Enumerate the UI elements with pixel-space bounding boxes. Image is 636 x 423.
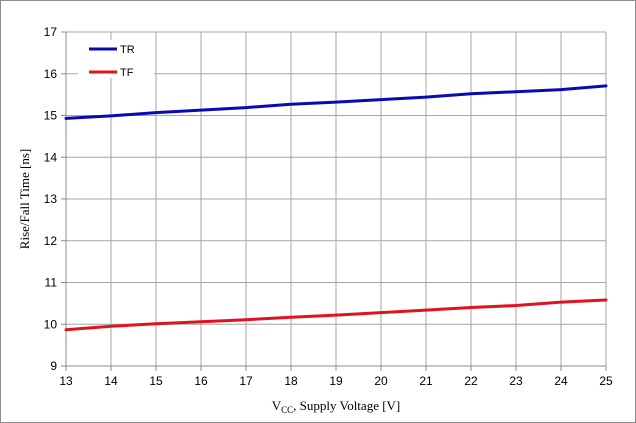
x-tick-label: 24	[554, 374, 568, 388]
x-tick-label: 15	[149, 374, 163, 388]
y-tick-label: 15	[44, 109, 58, 123]
x-tick-label: 23	[509, 374, 523, 388]
y-tick-label: 14	[44, 150, 58, 164]
y-axis-title: Rise/Fall Time [ns]	[17, 149, 32, 249]
legend-label-tf: TF	[120, 67, 134, 79]
x-tick-label: 14	[104, 374, 118, 388]
x-axis-title-subscript: CC	[281, 405, 293, 415]
series-line-tr	[64, 84, 608, 120]
grid-lines	[65, 31, 607, 367]
x-tick-label: 17	[239, 374, 253, 388]
axes	[61, 31, 607, 371]
x-tick-label: 20	[374, 374, 388, 388]
x-axis-title-main: V	[272, 398, 282, 413]
y-tick-label: 16	[44, 67, 58, 81]
x-tick-label: 25	[599, 374, 613, 388]
x-tick-label: 19	[329, 374, 343, 388]
x-axis-title-rest: , Supply Voltage [V]	[293, 398, 400, 413]
legend: TR TF	[78, 40, 154, 79]
series-line-tf	[64, 298, 608, 332]
y-tick-label: 13	[44, 192, 58, 206]
y-tick-label: 17	[44, 25, 58, 39]
x-tick-label: 16	[194, 374, 208, 388]
y-tick-label: 9	[50, 359, 57, 373]
y-tick-label: 11	[45, 276, 58, 290]
legend-label-tr: TR	[120, 44, 135, 56]
x-tick-label: 13	[59, 374, 73, 388]
tick-labels: 13 14 15 16 17 18 19 20 21 22 23 24 25 9 10 11 12 13 14 15 1…	[44, 25, 613, 388]
data-series	[64, 84, 608, 332]
x-tick-label: 21	[419, 374, 433, 388]
x-tick-label: 22	[464, 374, 478, 388]
y-tick-label: 12	[44, 234, 58, 248]
x-tick-label: 18	[284, 374, 298, 388]
y-tick-label: 10	[44, 317, 58, 331]
x-axis-title: VCC, Supply Voltage [V]	[272, 398, 401, 415]
